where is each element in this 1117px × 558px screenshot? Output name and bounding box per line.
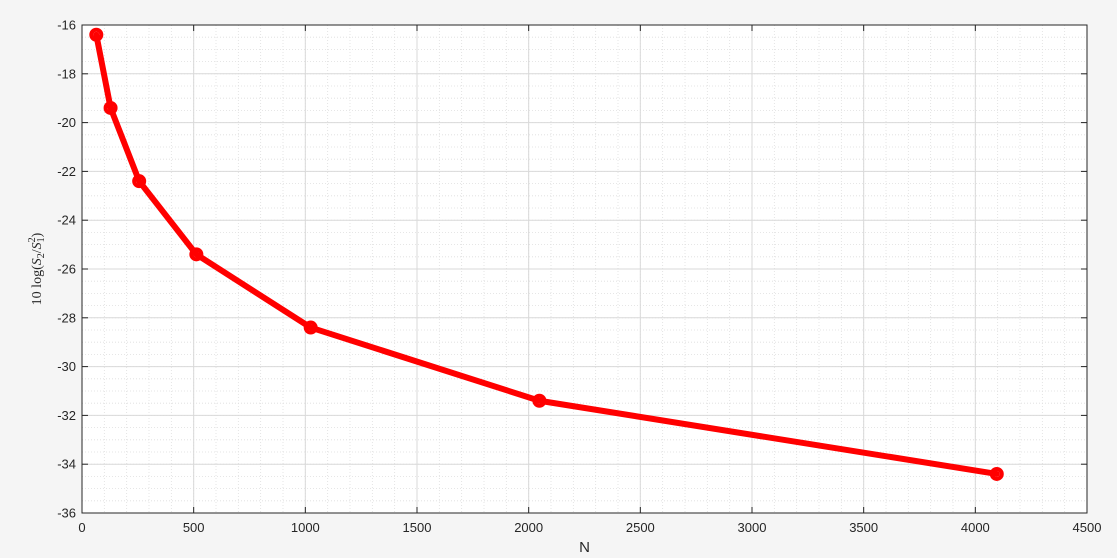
x-tick-labels: 0 500 1000 1500 2000 2500 3000 3500 4000 4500 [78, 520, 1101, 535]
y-tick-label: -28 [57, 310, 76, 325]
x-tick-label: 500 [183, 520, 205, 535]
y-tick-label: -36 [57, 506, 76, 521]
y-tick-label: -22 [57, 164, 76, 179]
data-point-marker [532, 393, 547, 408]
y-tick-label: -24 [57, 213, 76, 228]
x-tick-label: 2000 [514, 520, 543, 535]
series-line [93, 31, 1000, 477]
data-point-marker [103, 100, 118, 115]
data-point-marker [132, 174, 147, 189]
y-tick-labels: -36 -34 -32 -30 -28 -26 -24 -22 -20 -18 -16 [57, 18, 76, 521]
x-tick-label: 0 [78, 520, 85, 535]
data-point-marker [989, 466, 1004, 481]
x-tick-label: 4500 [1073, 520, 1102, 535]
x-tick-label: 3500 [849, 520, 878, 535]
x-axis-label: N [579, 539, 590, 556]
x-tick-label: 3000 [738, 520, 767, 535]
series-layer [89, 27, 1004, 481]
data-point-marker [303, 320, 318, 335]
y-tick-label: -18 [57, 66, 76, 81]
y-tick-label: -26 [57, 262, 76, 277]
x-tick-label: 1000 [291, 520, 320, 535]
data-point-marker [189, 247, 204, 262]
x-tick-label: 4000 [961, 520, 990, 535]
axis-ticks [81, 24, 1088, 514]
x-tick-label: 1500 [403, 520, 432, 535]
y-tick-label: -32 [57, 408, 76, 423]
data-point-marker [89, 27, 104, 42]
y-tick-label: -20 [57, 115, 76, 130]
y-axis-label: 10 log(S2/S12) [27, 232, 47, 305]
x-tick-label: 2500 [626, 520, 655, 535]
y-tick-label: -34 [57, 457, 76, 472]
y-tick-label: -30 [57, 359, 76, 374]
y-tick-label: -16 [57, 18, 76, 33]
